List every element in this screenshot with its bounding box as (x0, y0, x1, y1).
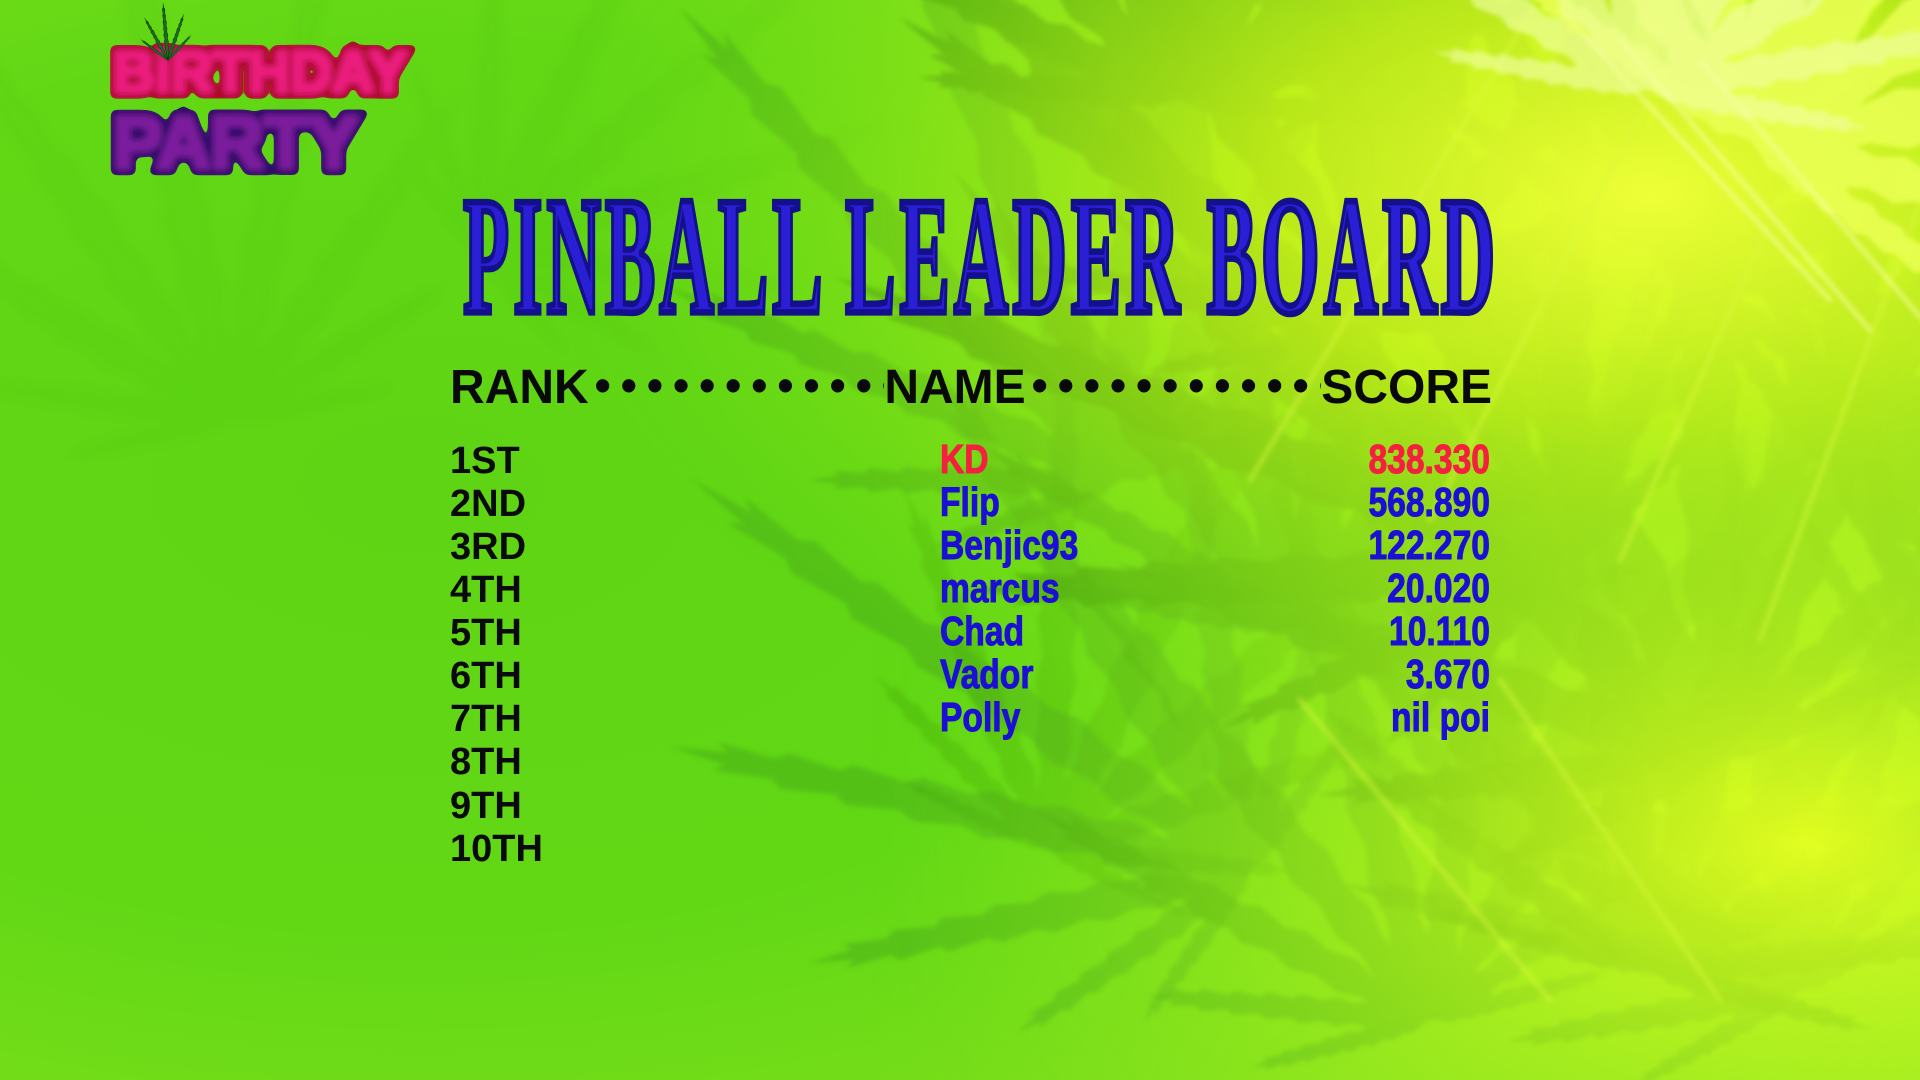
svg-text:BiRTHDAY: BiRTHDAY (113, 40, 407, 105)
svg-text:PARTY: PARTY (113, 101, 358, 184)
